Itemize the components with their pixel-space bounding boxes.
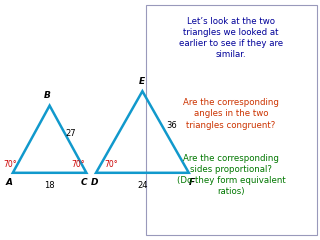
Text: Are the corresponding
angles in the two
triangles congruent?: Are the corresponding angles in the two … bbox=[183, 98, 279, 130]
Text: B: B bbox=[44, 91, 51, 101]
Text: F: F bbox=[189, 178, 195, 187]
Text: 70°: 70° bbox=[72, 160, 85, 169]
Text: E: E bbox=[138, 77, 145, 86]
Text: 36: 36 bbox=[166, 121, 177, 131]
Text: 27: 27 bbox=[66, 129, 76, 138]
Text: Let’s look at the two
triangles we looked at
earlier to see if they are
similar.: Let’s look at the two triangles we looke… bbox=[179, 17, 283, 59]
Text: 24: 24 bbox=[137, 181, 148, 191]
Text: 70°: 70° bbox=[105, 160, 118, 169]
Text: 18: 18 bbox=[44, 181, 55, 191]
Text: A: A bbox=[5, 178, 12, 187]
Text: 70°: 70° bbox=[4, 160, 17, 169]
FancyBboxPatch shape bbox=[146, 5, 317, 235]
Text: Are the corresponding
sides proportional?
(Do they form equivalent
ratios): Are the corresponding sides proportional… bbox=[177, 154, 285, 196]
Text: C: C bbox=[81, 178, 87, 187]
Text: D: D bbox=[90, 178, 98, 187]
